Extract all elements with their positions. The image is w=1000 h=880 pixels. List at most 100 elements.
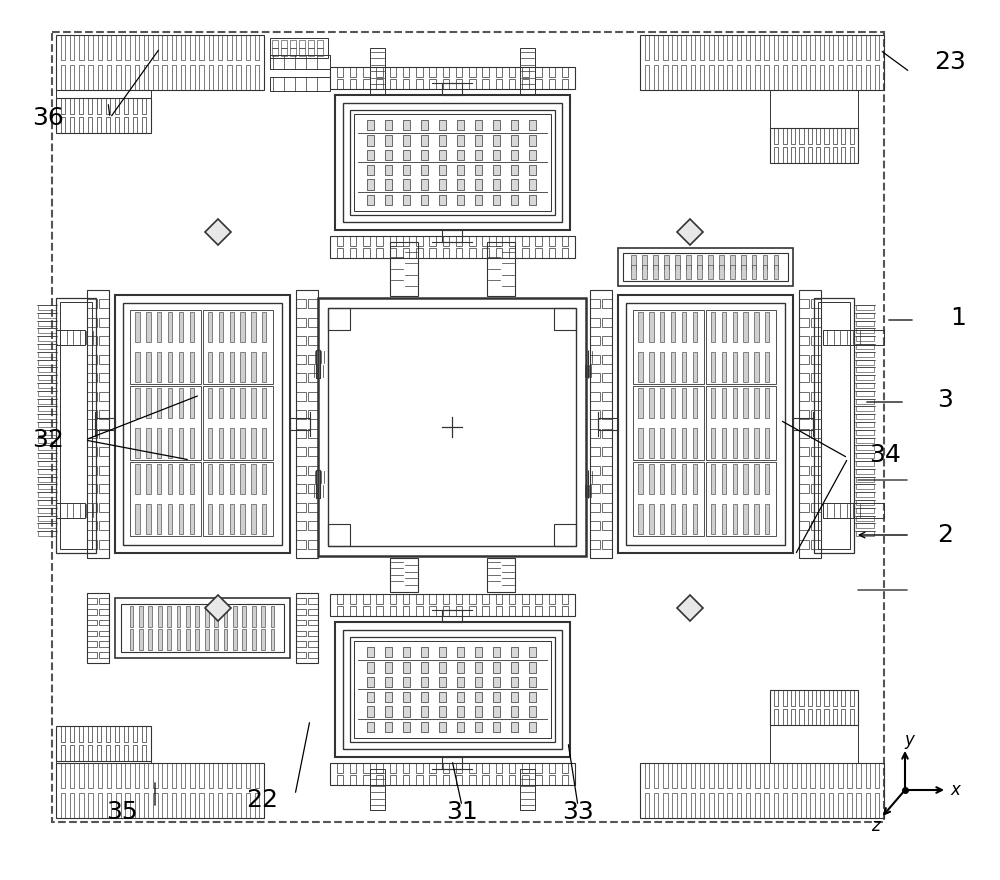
Bar [764,763,769,788]
Bar [549,606,555,616]
Bar [469,79,476,89]
Bar [38,477,56,481]
Bar [763,265,767,279]
Bar [144,65,148,90]
Bar [56,298,96,553]
Bar [38,336,56,341]
Bar [638,388,643,418]
Bar [850,709,854,725]
Bar [811,484,821,494]
Bar [251,464,256,494]
Bar [87,609,97,614]
Bar [801,35,806,60]
Bar [421,120,428,130]
Bar [590,290,612,558]
Bar [811,392,821,401]
Bar [367,647,374,657]
Bar [270,38,328,58]
Bar [162,65,167,90]
Bar [125,793,130,818]
Bar [158,629,162,650]
Bar [153,35,158,60]
Bar [87,429,97,438]
Bar [233,629,237,650]
Bar [811,466,821,475]
Bar [602,447,612,457]
Bar [429,763,436,773]
Bar [403,150,410,160]
Bar [682,464,686,494]
Bar [70,65,74,90]
Bar [61,65,65,90]
Bar [691,793,695,818]
Bar [765,352,769,382]
Bar [107,763,111,788]
Bar [38,375,56,380]
Bar [856,532,874,536]
Bar [866,763,870,788]
Bar [209,35,213,60]
Bar [157,429,161,458]
Bar [363,236,370,246]
Bar [296,392,306,401]
Bar [598,418,618,430]
Bar [87,631,97,636]
Bar [743,388,748,418]
Bar [535,594,542,604]
Bar [850,690,854,706]
Bar [218,793,222,818]
Bar [856,453,874,458]
Bar [856,367,874,372]
Bar [638,312,643,341]
Bar [87,484,97,494]
Bar [711,504,715,534]
Bar [774,709,778,725]
Bar [317,40,323,48]
Bar [135,763,139,788]
Bar [645,65,649,90]
Bar [493,707,500,716]
Bar [700,65,704,90]
Bar [130,629,133,650]
Bar [529,194,536,205]
Bar [99,484,109,494]
Bar [208,352,212,382]
Bar [442,83,462,95]
Bar [511,663,518,672]
Bar [99,539,109,549]
Bar [403,120,410,130]
Bar [308,318,318,327]
Bar [421,677,428,687]
Bar [296,429,306,438]
Bar [456,248,462,258]
Bar [841,709,845,725]
Bar [230,388,234,418]
Bar [56,90,151,98]
Bar [856,399,874,404]
Text: z: z [871,817,879,835]
Bar [838,65,843,90]
Bar [38,484,56,489]
Bar [97,98,101,114]
Bar [179,388,183,418]
Bar [115,98,119,114]
Bar [308,598,318,604]
Bar [693,429,697,458]
Bar [754,388,759,418]
Bar [672,793,677,818]
Bar [718,793,723,818]
Bar [770,690,858,725]
Bar [562,248,568,258]
Bar [227,793,232,818]
Bar [847,65,852,90]
Bar [509,79,515,89]
Bar [535,248,542,258]
Bar [682,312,686,341]
Bar [38,360,56,364]
Bar [549,763,555,773]
Bar [416,763,423,773]
Bar [456,67,462,77]
Bar [875,35,879,60]
Bar [856,422,874,427]
Bar [475,707,482,716]
